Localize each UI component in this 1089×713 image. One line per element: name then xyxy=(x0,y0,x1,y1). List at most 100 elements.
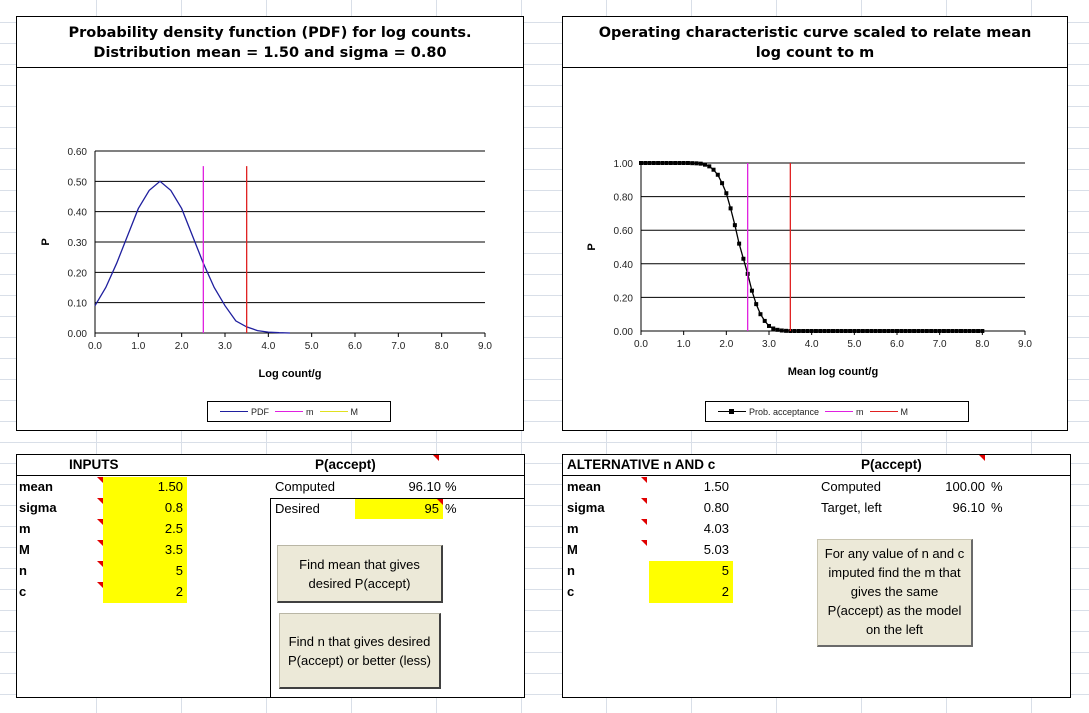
oc-chart-title-line2: log count to m xyxy=(755,45,875,61)
pdf-title-rule xyxy=(17,67,523,68)
x-axis-title: Mean log count/g xyxy=(788,366,878,378)
pdf-legend: PDF m M xyxy=(207,401,391,422)
y-axis-title: P xyxy=(40,238,52,245)
comment-flag[interactable] xyxy=(97,561,103,567)
comment-flag[interactable] xyxy=(97,519,103,525)
data-point xyxy=(941,329,946,333)
comment-flag[interactable] xyxy=(97,582,103,588)
pdf-chart-title-line1: Probability density function (PDF) for l… xyxy=(68,25,472,41)
oc-chart-title-line1: Operating characteristic curve scaled to… xyxy=(598,25,1032,41)
series-line xyxy=(94,180,291,334)
data-point xyxy=(946,329,951,333)
data-point xyxy=(698,161,703,166)
alt-label-M: M xyxy=(567,542,578,557)
comment-flag[interactable] xyxy=(641,540,647,546)
inputs-header: INPUTS xyxy=(69,457,119,472)
comment-flag[interactable] xyxy=(437,499,443,505)
x-tick-label: 5.0 xyxy=(305,341,319,352)
data-point xyxy=(703,162,707,167)
data-point xyxy=(818,329,823,333)
data-point xyxy=(694,161,699,166)
data-point xyxy=(779,328,784,333)
data-point xyxy=(664,161,669,165)
data-point xyxy=(899,329,904,333)
y-tick-label: 0.00 xyxy=(68,329,88,340)
y-axis-title: P xyxy=(586,243,598,250)
comment-flag[interactable] xyxy=(641,519,647,525)
data-point xyxy=(673,161,678,165)
comment-flag[interactable] xyxy=(641,498,647,504)
comment-flag[interactable] xyxy=(97,477,103,483)
legend-m-label: m xyxy=(306,406,314,417)
data-point xyxy=(728,206,733,211)
input-value-mean[interactable]: 1.50 xyxy=(157,479,183,494)
input-value-c[interactable]: 2 xyxy=(175,584,183,599)
alternative-note: For any value of n and c imputed find th… xyxy=(817,539,973,647)
inputs-header-rule xyxy=(17,475,524,476)
data-point xyxy=(767,323,771,328)
data-point xyxy=(758,312,763,317)
desired-value[interactable]: 95 xyxy=(424,501,439,516)
data-point xyxy=(954,329,959,333)
alt-value-mean: 1.50 xyxy=(703,479,729,494)
data-point xyxy=(643,161,648,165)
input-label-sigma: sigma xyxy=(19,500,57,515)
data-point xyxy=(835,329,840,333)
legend-prob-swatch xyxy=(718,409,746,414)
pdf-chart[interactable]: Probability density function (PDF) for l… xyxy=(16,16,524,431)
input-value-sigma[interactable]: 0.8 xyxy=(164,500,183,515)
x-tick-label: 1.0 xyxy=(677,339,691,350)
find-n-button[interactable]: Find n that gives desired P(accept) or b… xyxy=(279,613,441,689)
data-point xyxy=(651,161,656,165)
comment-flag[interactable] xyxy=(979,455,985,461)
find-mean-button[interactable]: Find mean that gives desired P(accept) xyxy=(277,545,443,603)
data-point xyxy=(784,328,789,333)
comment-flag[interactable] xyxy=(641,477,647,483)
y-tick-label: 1.00 xyxy=(614,159,634,170)
target-value: 96.10 xyxy=(952,500,985,515)
data-point xyxy=(685,161,690,165)
y-tick-label: 0.40 xyxy=(68,208,88,219)
alternative-panel: ALTERNATIVE n AND c P(accept) mean sigma… xyxy=(562,454,1071,698)
oc-title-rule xyxy=(563,67,1067,68)
data-point xyxy=(856,329,861,333)
x-tick-label: 1.0 xyxy=(131,341,145,352)
input-label-m: m xyxy=(19,521,31,536)
data-point xyxy=(843,329,848,333)
legend-M2-label: M xyxy=(900,406,909,417)
alt-value-n[interactable]: 5 xyxy=(721,563,729,578)
comment-flag[interactable] xyxy=(97,498,103,504)
oc-curve-chart[interactable]: Operating characteristic curve scaled to… xyxy=(562,16,1068,431)
data-point xyxy=(839,329,844,333)
desired-label: Desired xyxy=(275,501,320,516)
data-point xyxy=(920,329,925,333)
x-tick-label: 6.0 xyxy=(890,339,904,350)
input-value-m[interactable]: 2.5 xyxy=(164,521,183,536)
x-tick-label: 2.0 xyxy=(175,341,189,352)
data-point xyxy=(826,329,831,333)
x-tick-label: 3.0 xyxy=(218,341,232,352)
legend-m2-swatch xyxy=(825,411,854,412)
data-point xyxy=(912,329,917,333)
data-point xyxy=(724,191,729,196)
x-tick-label: 7.0 xyxy=(391,341,405,352)
data-point xyxy=(754,302,759,307)
x-tick-label: 5.0 xyxy=(847,339,861,350)
data-point xyxy=(737,241,742,246)
data-point xyxy=(937,329,942,333)
data-point xyxy=(711,167,716,172)
input-value-M[interactable]: 3.5 xyxy=(164,542,183,557)
comment-flag[interactable] xyxy=(433,455,439,461)
input-value-n[interactable]: 5 xyxy=(175,563,183,578)
y-tick-label: 0.60 xyxy=(614,226,634,237)
data-point xyxy=(865,329,870,333)
data-point xyxy=(656,161,661,165)
y-tick-label: 0.40 xyxy=(614,260,634,271)
data-point xyxy=(886,329,891,333)
x-tick-label: 8.0 xyxy=(435,341,449,352)
comment-flag[interactable] xyxy=(97,540,103,546)
legend-M-label: M xyxy=(350,406,359,417)
alt-value-c[interactable]: 2 xyxy=(721,584,729,599)
alt-label-sigma: sigma xyxy=(567,500,605,515)
pdf-plot: 0.00 0.10 0.20 0.30 0.40 0.50 0.60 0.0 1.0 2.0 3.0… xyxy=(40,147,492,380)
